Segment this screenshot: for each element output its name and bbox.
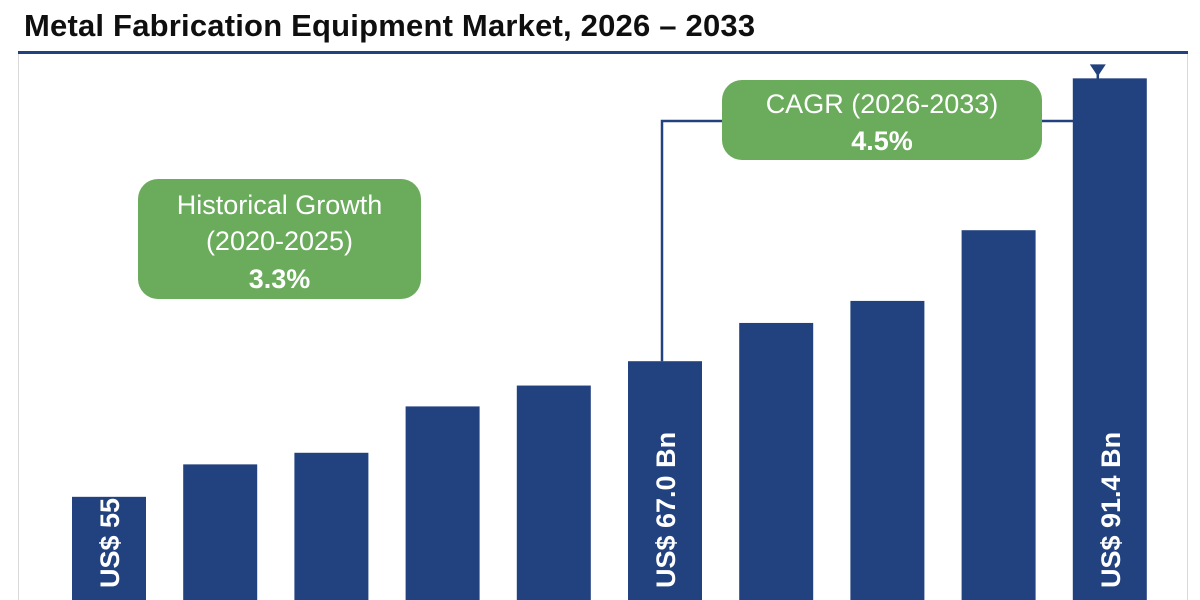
cagr-callout-value: 4.5% bbox=[851, 126, 913, 156]
cagr-callout-box bbox=[722, 80, 1042, 160]
bar-value-label-10: US$ 91.4 Bn bbox=[1096, 432, 1126, 588]
bar-9 bbox=[961, 230, 1036, 600]
cagr-callout: CAGR (2026-2033) 4.5% bbox=[722, 80, 1042, 160]
bar-6 bbox=[628, 361, 702, 600]
historical-callout-value: 3.3% bbox=[249, 264, 311, 294]
bar-2 bbox=[183, 464, 258, 600]
bar-1 bbox=[72, 496, 146, 600]
historical-callout-line-2: (2020-2025) bbox=[206, 226, 353, 256]
cagr-arrowhead bbox=[1089, 64, 1106, 77]
bar-8 bbox=[850, 300, 925, 600]
bar-value-label-1: US$ 55.3 Bn bbox=[95, 432, 125, 588]
bar-5 bbox=[516, 385, 591, 600]
bar-7 bbox=[739, 322, 814, 600]
bars-layer: US$ 55.3 Bn US$ 67.0 Bn US$ 91.4 Bn bbox=[72, 78, 1147, 600]
bar-10 bbox=[1072, 78, 1147, 600]
callout-layer: Historical Growth (2020-2025) 3.3% CAGR (20… bbox=[138, 80, 1042, 299]
bar-4 bbox=[405, 406, 480, 600]
historical-callout: Historical Growth (2020-2025) 3.3% bbox=[138, 179, 421, 299]
bar-3 bbox=[294, 452, 369, 600]
historical-callout-line-1: Historical Growth bbox=[177, 190, 383, 220]
historical-callout-box bbox=[138, 179, 421, 299]
bar-value-label-6: US$ 67.0 Bn bbox=[651, 432, 681, 588]
cagr-callout-line-1: CAGR (2026-2033) bbox=[766, 89, 999, 119]
chart-title: Metal Fabrication Equipment Market, 2026… bbox=[24, 8, 756, 43]
title-rule bbox=[18, 51, 1188, 54]
plot-border bbox=[18, 54, 1188, 600]
